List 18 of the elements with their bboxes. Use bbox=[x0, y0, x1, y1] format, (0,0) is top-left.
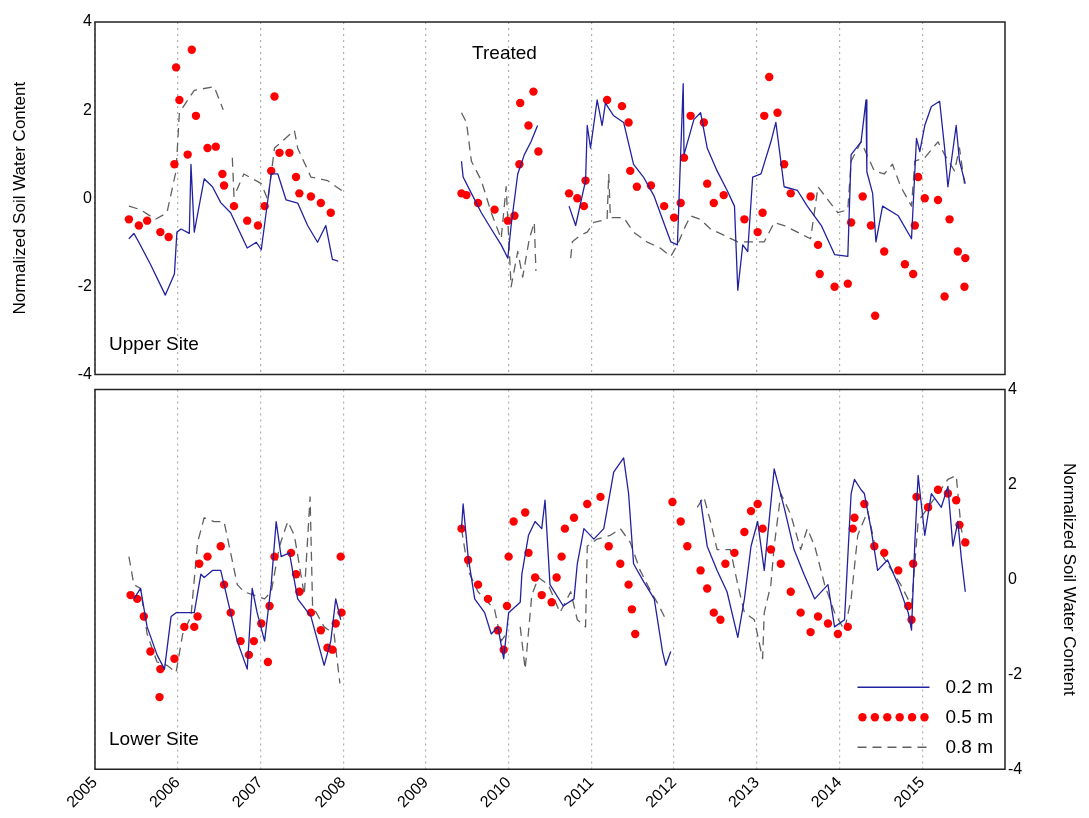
y-tick-label: -2 bbox=[77, 276, 93, 294]
legend-label: 0.2 m bbox=[945, 676, 994, 698]
y-tick-label: 2 bbox=[83, 100, 93, 118]
y-axis-title: Normalized Soil Water Content bbox=[9, 81, 29, 315]
y2-axis-title: Normalized Soil Water Content bbox=[1060, 463, 1080, 697]
text: Treated bbox=[472, 41, 537, 63]
y-tick-label: -4 bbox=[77, 364, 93, 382]
legend-label: 0.8 m bbox=[945, 736, 994, 758]
annotation: Lower Site bbox=[109, 727, 199, 749]
y2-tick-label: 4 bbox=[1008, 380, 1017, 398]
legend-label: 0.5 m bbox=[945, 706, 994, 728]
y2-tick-label: 0 bbox=[1008, 569, 1017, 587]
annotation: Upper Site bbox=[109, 333, 199, 355]
y2-tick-label: -2 bbox=[1008, 664, 1023, 682]
y2-tick-label: -4 bbox=[1008, 759, 1023, 777]
y-tick-label: 0 bbox=[83, 188, 93, 206]
y2-tick-label: 2 bbox=[1008, 474, 1017, 492]
y-tick-label: 4 bbox=[83, 12, 93, 30]
